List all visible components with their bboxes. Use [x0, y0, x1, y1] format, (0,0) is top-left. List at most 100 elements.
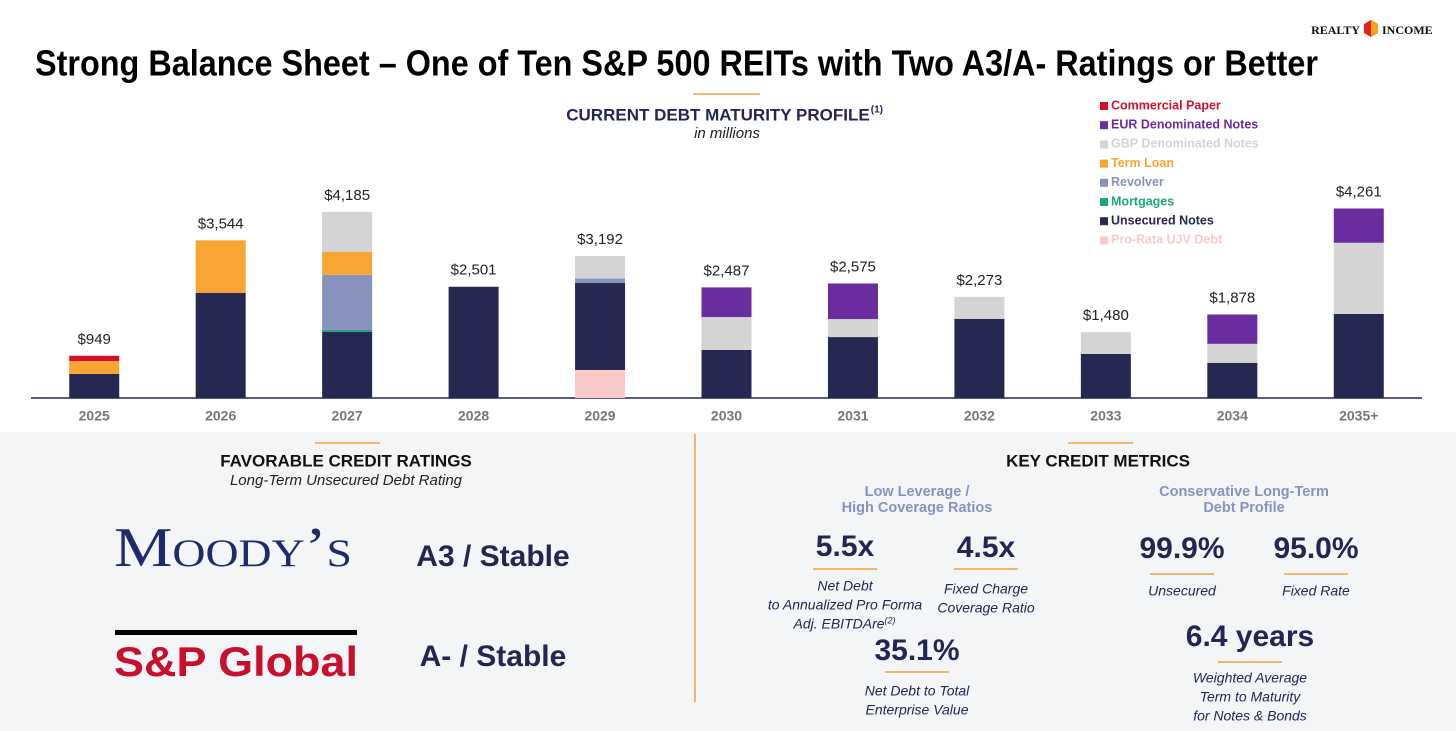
metric-label: Net Debt [817, 578, 873, 594]
bar-segment [69, 361, 120, 374]
x-tick-label: 2027 [332, 408, 363, 424]
metric-label: Fixed Charge [944, 581, 1028, 597]
rating: A- / Stable [420, 640, 567, 673]
metric-value: 99.9% [1139, 532, 1224, 565]
bar-segment [448, 286, 499, 398]
bar-segment [1333, 242, 1384, 314]
chart-title-note: (1) [871, 105, 883, 116]
x-tick-label: 2030 [711, 408, 742, 424]
metric-value: 5.5x [816, 530, 875, 563]
metric-value: 35.1% [874, 634, 959, 667]
total-label: $4,261 [1336, 183, 1382, 200]
bar-segment [701, 287, 752, 318]
metric-label: Coverage Ratio [937, 600, 1034, 616]
legend-swatch [1100, 121, 1108, 130]
legend-swatch [1100, 217, 1108, 226]
metric-value: 95.0% [1273, 532, 1358, 565]
x-tick-label: 2026 [205, 408, 236, 424]
metric-label: Weighted Average [1193, 670, 1307, 686]
bar-segment [575, 278, 626, 284]
bar-segment [1333, 208, 1384, 243]
legend-label: EUR Denominated Notes [1111, 117, 1258, 131]
bar-segment [701, 349, 752, 398]
bar-segment [195, 292, 246, 398]
metric-group-heading: Debt Profile [1203, 500, 1284, 516]
logo: REALTY INCOME [1311, 20, 1433, 37]
bar-segment [575, 256, 626, 279]
x-tick-label: 2025 [79, 408, 110, 424]
logo-text: REALTY [1311, 23, 1360, 37]
legend-label: Unsecured Notes [1111, 213, 1214, 227]
bar-segment [827, 319, 878, 338]
lower-panel [0, 432, 1456, 731]
metric-value: 6.4 years [1186, 620, 1314, 653]
total-label: $1,878 [1209, 289, 1255, 306]
bar-segment [322, 329, 373, 332]
legend-label: Pro-Rata UJV Debt [1111, 233, 1223, 247]
metric-label: Term to Maturity [1200, 689, 1302, 705]
bar-segment [827, 283, 878, 320]
chart-title: CURRENT DEBT MATURITY PROFILE [566, 105, 869, 124]
bar-segment [322, 211, 373, 252]
x-tick-label: 2031 [837, 408, 868, 424]
slide-title: Strong Balance Sheet – One of Ten S&P 50… [35, 43, 1318, 84]
bar-segment [1333, 313, 1384, 398]
x-tick-label: 2028 [458, 408, 489, 424]
bar-segment [69, 373, 120, 398]
logo-bar [115, 630, 357, 635]
section-title: KEY CREDIT METRICS [1006, 451, 1190, 470]
total-label: $1,480 [1083, 307, 1129, 324]
legend-label: GBP Denominated Notes [1111, 137, 1259, 151]
x-tick-label: 2035+ [1339, 408, 1378, 424]
legend-label: Term Loan [1111, 156, 1174, 170]
legend-swatch [1100, 102, 1108, 110]
x-tick-label: 2032 [964, 408, 995, 424]
bar-segment [701, 317, 752, 350]
metric-value: 4.5x [957, 531, 1016, 564]
metric-note: (2) [885, 615, 896, 625]
metric-label: to Annualized Pro Forma [768, 597, 923, 613]
metric-group-heading: High Coverage Ratios [842, 500, 993, 516]
section-subtitle: Long-Term Unsecured Debt Rating [230, 472, 463, 489]
metric-label: Unsecured [1148, 583, 1217, 599]
total-label: $3,192 [577, 231, 623, 248]
total-label: $2,575 [830, 258, 876, 275]
metric-group-heading: Conservative Long-Term [1159, 484, 1329, 500]
bar-segment [1080, 353, 1131, 398]
legend-swatch [1100, 236, 1108, 245]
legend-swatch [1100, 178, 1108, 187]
bar-segment [1207, 314, 1258, 344]
chart-subtitle: in millions [694, 125, 760, 142]
rating: A3 / Stable [416, 540, 569, 573]
section-title: FAVORABLE CREDIT RATINGS [220, 451, 472, 470]
agency-logo: Moody’s [114, 517, 352, 579]
total-label: $4,185 [324, 187, 370, 204]
bar-segment [1080, 332, 1131, 354]
metric-label: Fixed Rate [1282, 583, 1350, 599]
bar-segment [575, 283, 626, 370]
legend-swatch [1100, 159, 1108, 168]
logo-icon [1371, 20, 1378, 37]
legend-label: Mortgages [1111, 194, 1174, 208]
total-label: $2,487 [704, 262, 750, 279]
agency-logo: S&P Global [114, 638, 358, 685]
legend-label: Commercial Paper [1111, 98, 1221, 112]
legend-swatch [1100, 140, 1108, 149]
bar-segment [1207, 343, 1258, 363]
logo-text: INCOME [1382, 23, 1433, 37]
total-label: $949 [78, 331, 111, 348]
x-tick-label: 2034 [1217, 408, 1248, 424]
bar-segment [954, 318, 1005, 398]
bar-segment [954, 296, 1005, 319]
bar-segment [322, 274, 373, 330]
legend-swatch [1100, 198, 1108, 206]
metric-label: Adj. EBITDAre [792, 616, 884, 632]
metric-label: Enterprise Value [866, 702, 969, 718]
bar-segment [69, 355, 120, 362]
bar-segment [322, 251, 373, 275]
metric-label: for Notes & Bonds [1193, 708, 1307, 724]
legend-label: Revolver [1111, 175, 1164, 189]
bar-segment [322, 331, 373, 398]
metric-group-heading: Low Leverage / [865, 484, 970, 500]
